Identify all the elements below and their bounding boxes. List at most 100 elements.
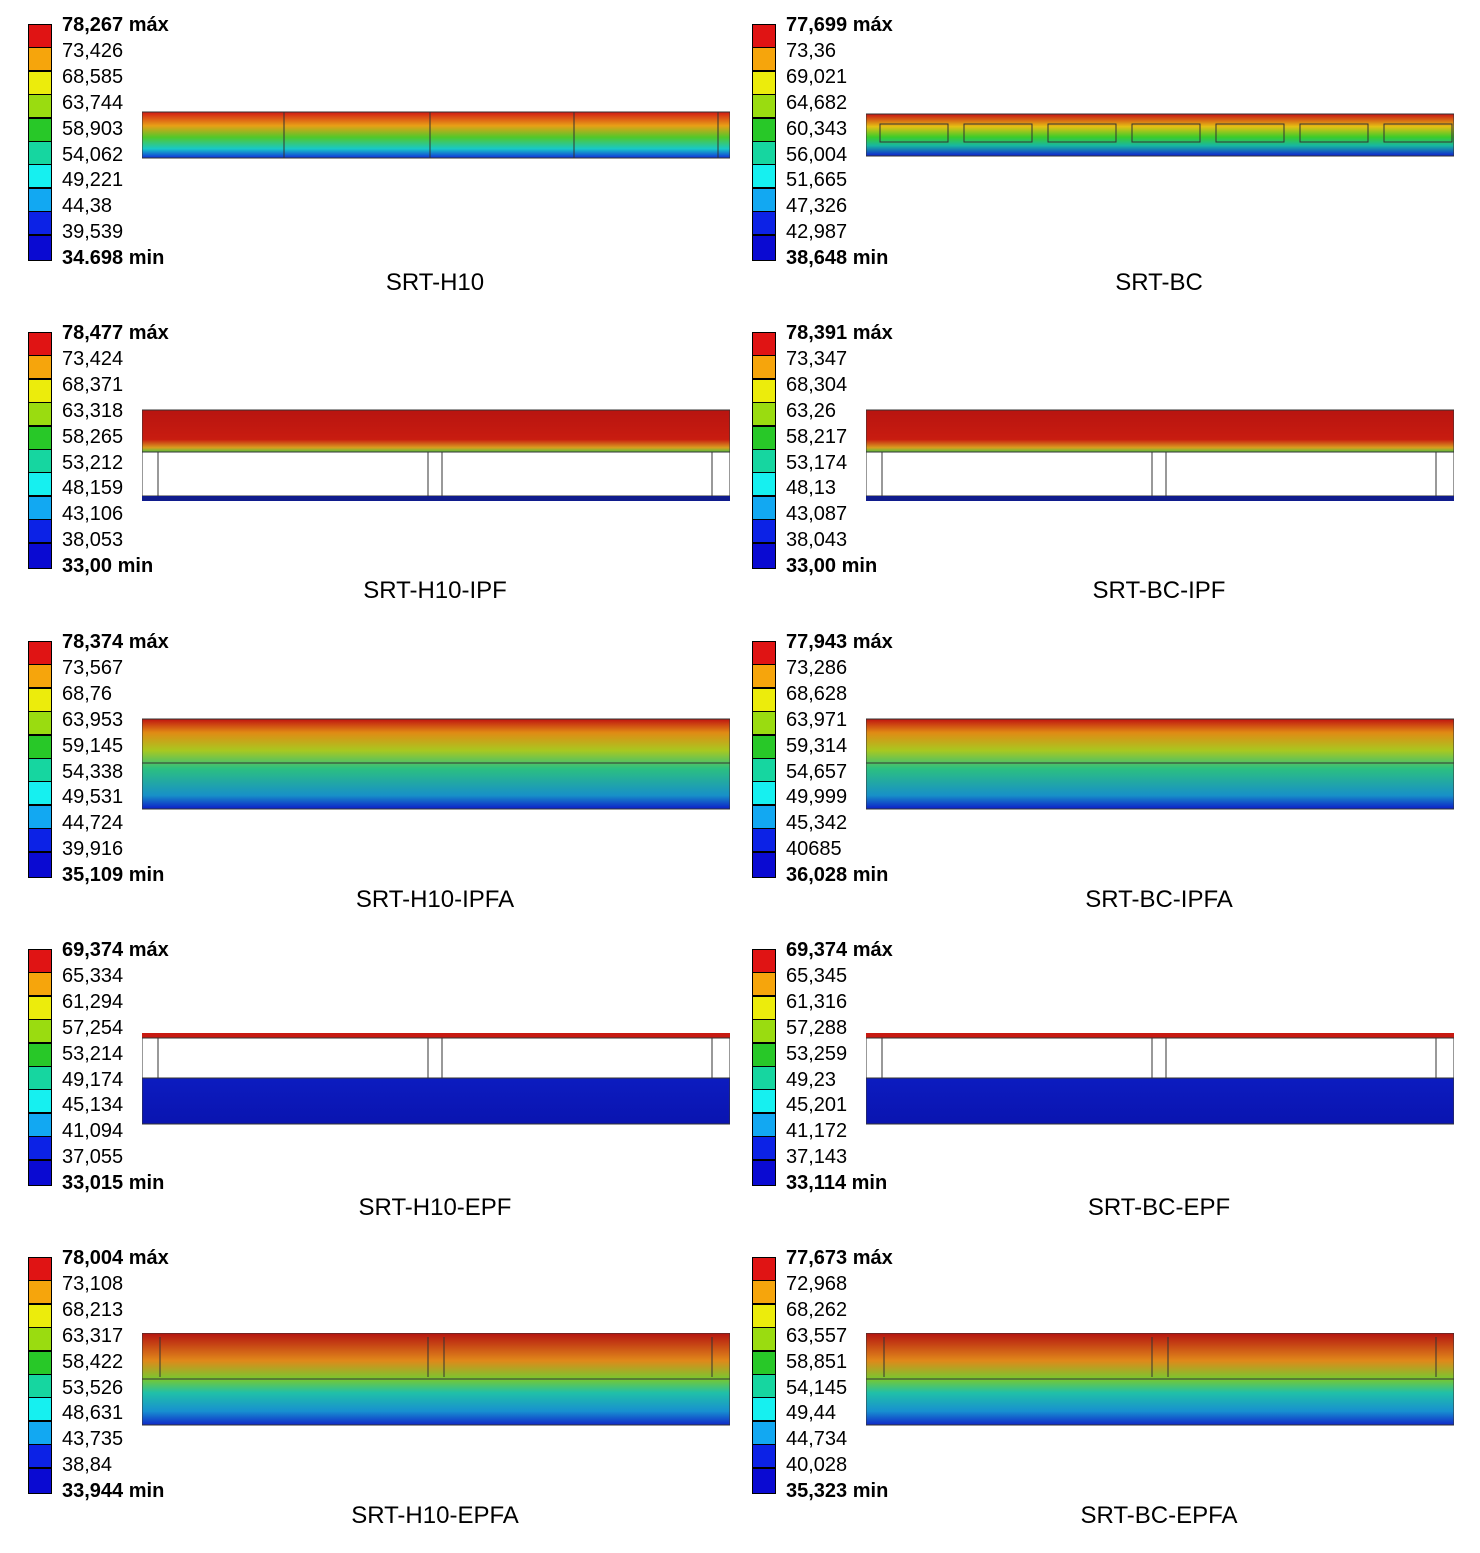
legend-swatch: [752, 187, 776, 212]
legend-value-label: 45,201: [786, 1094, 848, 1117]
panel-title: SRT-H10: [385, 269, 485, 296]
legend-value-label: 68,76: [62, 682, 113, 705]
legend-value-label: 64,682: [786, 91, 848, 114]
legend-swatch: [28, 711, 52, 736]
thermal-panel-srt-h10-epf: 69,374 máx 65,334 61,294 57,254 53,214 49,174…: [28, 939, 748, 1245]
legend-swatch: [752, 425, 776, 450]
legend-max-label: 69,374 máx: [62, 939, 169, 961]
legend-swatch: [752, 828, 776, 853]
legend-swatch: [752, 234, 776, 261]
legend-value-label: 61,316: [786, 990, 848, 1013]
legend-max-label: 78,477 máx: [62, 322, 169, 344]
cross-section-plot: [142, 1333, 730, 1426]
legend-value-label: 54,062: [62, 143, 124, 166]
slab-section: [142, 409, 730, 453]
legend-min-label: 35,109 min: [62, 864, 165, 887]
top-plate: [866, 1033, 1454, 1038]
legend-swatch: [28, 1374, 52, 1398]
slab-section: [866, 409, 1454, 453]
legend-min-label: 35,323 min: [786, 1480, 889, 1503]
legend-value-label: 49,531: [62, 786, 124, 809]
plenum-gap: [866, 1037, 1454, 1079]
legend-value-label: 68,371: [62, 373, 124, 396]
legend-value-label: 68,628: [786, 682, 848, 705]
legend-swatch: [28, 94, 52, 119]
thermal-panel-srt-h10-ipfa: 78,374 máx 73,567 68,76 63,953 59,145 54,338 4…: [28, 631, 748, 937]
cross-section-plot: [142, 1033, 730, 1125]
legend-swatch: [28, 995, 52, 1020]
cross-section-plot: [866, 1333, 1454, 1426]
legend-swatch: [28, 378, 52, 403]
legend-max-label: 78,004 máx: [62, 1247, 169, 1269]
legend-swatch: [752, 164, 776, 189]
legend-swatch: [28, 472, 52, 497]
legend-swatch: [28, 851, 52, 878]
legend-value-label: 58,903: [62, 117, 124, 140]
block-cavity: [1383, 123, 1453, 143]
legend-swatch: [752, 472, 776, 497]
panel-title: SRT-H10-IPF: [363, 577, 507, 604]
legend-swatch: [752, 711, 776, 736]
legend-swatch: [752, 211, 776, 236]
legend-swatch: [28, 641, 52, 665]
legend-value-label: 40,028: [786, 1454, 848, 1477]
legend-swatch: [28, 734, 52, 759]
legend-value-label: 63,557: [786, 1324, 848, 1347]
legend-swatch: [752, 117, 776, 142]
legend-value-label: 53,174: [786, 451, 848, 474]
legend-value-label: 44,724: [62, 812, 124, 835]
legend-value-label: 56,004: [786, 143, 848, 166]
legend-swatch: [752, 355, 776, 380]
legend-swatch: [28, 1089, 52, 1114]
legend-value-label: 73,424: [62, 347, 124, 370]
legend-swatch: [28, 687, 52, 712]
legend-swatch: [28, 758, 52, 782]
legend-value-label: 38,053: [62, 529, 124, 552]
legend-swatch: [28, 1467, 52, 1494]
cross-section-plot: [866, 1033, 1454, 1125]
legend-value-label: 63,971: [786, 708, 848, 731]
legend-swatch: [28, 1019, 52, 1044]
cross-section-plot: [866, 409, 1454, 501]
block-cavity: [963, 123, 1033, 143]
legend-value-label: 43,106: [62, 503, 124, 526]
legend-swatch: [752, 1066, 776, 1090]
legend-value-label: 73,426: [62, 39, 124, 62]
legend-swatch: [752, 332, 776, 356]
legend-value-label: 68,262: [786, 1298, 848, 1321]
legend-value-label: 61,294: [62, 990, 124, 1013]
legend-swatch: [752, 70, 776, 95]
legend-value-label: 63,317: [62, 1324, 124, 1347]
legend-swatch: [28, 519, 52, 544]
legend-value-label: 49,44: [786, 1402, 837, 1425]
legend-max-label: 77,673 máx: [786, 1247, 893, 1269]
thermal-panel-srt-bc-epfa: 77,673 máx 72,968 68,262 63,557 58,851 54,145…: [752, 1247, 1472, 1553]
legend-min-label: 33,00 min: [786, 555, 878, 578]
slab-section: [142, 718, 730, 810]
plenum-gap: [866, 451, 1454, 497]
legend-swatch: [28, 141, 52, 165]
legend-value-label: 49,23: [786, 1068, 837, 1091]
legend-swatch: [28, 1066, 52, 1090]
legend-swatch: [752, 851, 776, 878]
legend-swatch: [752, 542, 776, 569]
legend-swatch: [28, 332, 52, 356]
legend-swatch: [28, 1280, 52, 1305]
legend-swatch: [752, 141, 776, 165]
legend-swatch: [28, 1042, 52, 1067]
legend-value-label: 58,265: [62, 425, 124, 448]
legend-swatch: [752, 1136, 776, 1161]
legend-value-label: 58,851: [786, 1350, 848, 1373]
legend-swatch: [752, 972, 776, 997]
legend-swatch: [28, 542, 52, 569]
legend-value-label: 59,145: [62, 734, 124, 757]
legend-value-label: 42,987: [786, 221, 848, 244]
legend-value-label: 60,343: [786, 117, 848, 140]
legend-swatch: [752, 94, 776, 119]
block-cavity: [879, 123, 949, 143]
legend-value-label: 43,087: [786, 503, 848, 526]
legend-swatch: [752, 449, 776, 473]
legend-min-label: 38,648 min: [786, 247, 889, 270]
legend-value-label: 39,916: [62, 838, 124, 861]
panel-title: SRT-H10-EPF: [358, 1194, 512, 1221]
